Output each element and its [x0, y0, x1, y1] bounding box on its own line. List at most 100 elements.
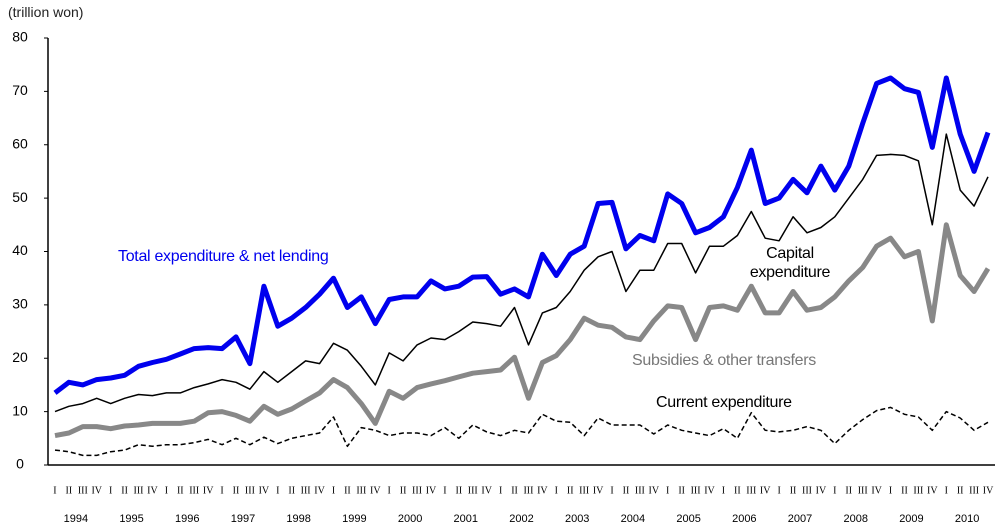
series-label: Capital expenditure [749, 245, 831, 281]
x-tick-label: IV [816, 485, 827, 496]
x-tick-label: I [499, 485, 502, 496]
series-line [54, 222, 991, 439]
x-tick-label: II [455, 485, 462, 496]
series-label: Current expenditure [656, 394, 792, 411]
x-tick-label: I [388, 485, 391, 496]
x-tick-label: III [691, 485, 701, 496]
x-tick-label: III [468, 485, 478, 496]
y-tick-label: 10 [12, 402, 28, 418]
year-label: 1998 [286, 513, 310, 525]
x-tick-label: I [53, 485, 56, 496]
year-label: 2010 [955, 513, 979, 525]
x-tick-label: I [555, 485, 558, 496]
x-tick-label: IV [760, 485, 771, 496]
year-label: 1995 [119, 513, 143, 525]
x-tick-label: III [523, 485, 533, 496]
x-tick-label: I [610, 485, 613, 496]
x-tick-label: II [400, 485, 407, 496]
x-tick-label: I [276, 485, 279, 496]
unit-label: (trillion won) [8, 4, 84, 20]
series-line [54, 133, 989, 413]
year-label: 2005 [676, 513, 700, 525]
year-label: 2006 [732, 513, 756, 525]
y-tick-label: 20 [12, 349, 28, 365]
x-tick-label: I [722, 485, 725, 496]
x-tick-label: I [833, 485, 836, 496]
series-line [54, 406, 989, 457]
y-tick-label: 50 [12, 189, 28, 205]
x-tick-label: IV [927, 485, 938, 496]
x-tick-label: II [623, 485, 630, 496]
x-tick-label: IV [983, 485, 994, 496]
x-tick-label: III [969, 485, 979, 496]
series-label: Subsidies & other transfers [632, 352, 816, 369]
year-label: 2001 [454, 513, 478, 525]
year-label: 2000 [398, 513, 422, 525]
year-label: 2009 [899, 513, 923, 525]
year-label: 2008 [843, 513, 867, 525]
x-tick-label: IV [537, 485, 548, 496]
x-tick-label: IV [147, 485, 158, 496]
x-tick-label: IV [871, 485, 882, 496]
x-tick-label: III [245, 485, 255, 496]
x-tick-label: II [567, 485, 574, 496]
series-label: Total expenditure & net lending [118, 248, 329, 265]
x-tick-label: I [666, 485, 669, 496]
y-tick-label: 40 [12, 242, 28, 258]
x-tick-label: III [412, 485, 422, 496]
x-tick-label: IV [704, 485, 715, 496]
x-tick-label: II [177, 485, 184, 496]
x-tick-label: I [889, 485, 892, 496]
x-tick-label: III [301, 485, 311, 496]
year-label: 2003 [565, 513, 589, 525]
y-tick-label: 0 [16, 456, 24, 472]
y-tick-label: 30 [12, 296, 28, 312]
x-tick-label: II [901, 485, 908, 496]
x-tick-label: IV [259, 485, 270, 496]
x-tick-label: II [957, 485, 964, 496]
y-tick-label: 60 [12, 135, 28, 151]
x-tick-label: I [220, 485, 223, 496]
x-tick-label: IV [481, 485, 492, 496]
x-tick-label: I [165, 485, 168, 496]
x-tick-label: IV [593, 485, 604, 496]
x-tick-label: I [109, 485, 112, 496]
x-tick-label: II [233, 485, 240, 496]
x-tick-label: III [134, 485, 144, 496]
year-label: 2004 [621, 513, 645, 525]
x-tick-label: II [66, 485, 73, 496]
year-label: 2007 [788, 513, 812, 525]
x-tick-label: II [845, 485, 852, 496]
y-tick-label: 80 [12, 29, 28, 45]
year-label: 1996 [175, 513, 199, 525]
year-label: 1994 [64, 513, 88, 525]
year-label: 1999 [342, 513, 366, 525]
x-tick-label: IV [314, 485, 325, 496]
x-tick-label: III [746, 485, 756, 496]
x-tick-label: IV [649, 485, 660, 496]
x-tick-label: II [121, 485, 128, 496]
x-tick-label: I [777, 485, 780, 496]
x-tick-label: III [635, 485, 645, 496]
x-tick-label: III [356, 485, 366, 496]
x-tick-label: II [288, 485, 295, 496]
x-tick-label: IV [426, 485, 437, 496]
x-tick-label: II [678, 485, 685, 496]
x-tick-label: III [913, 485, 923, 496]
x-tick-label: IV [203, 485, 214, 496]
x-tick-label: III [858, 485, 868, 496]
x-tick-label: II [344, 485, 351, 496]
x-tick-label: II [790, 485, 797, 496]
x-tick-label: I [332, 485, 335, 496]
x-tick-label: III [78, 485, 88, 496]
x-tick-label: IV [370, 485, 381, 496]
x-tick-label: III [802, 485, 812, 496]
series-line [53, 75, 991, 395]
x-tick-label: I [443, 485, 446, 496]
year-label: 2002 [509, 513, 533, 525]
x-tick-label: II [511, 485, 518, 496]
x-tick-label: IV [91, 485, 102, 496]
year-label: 1997 [231, 513, 255, 525]
